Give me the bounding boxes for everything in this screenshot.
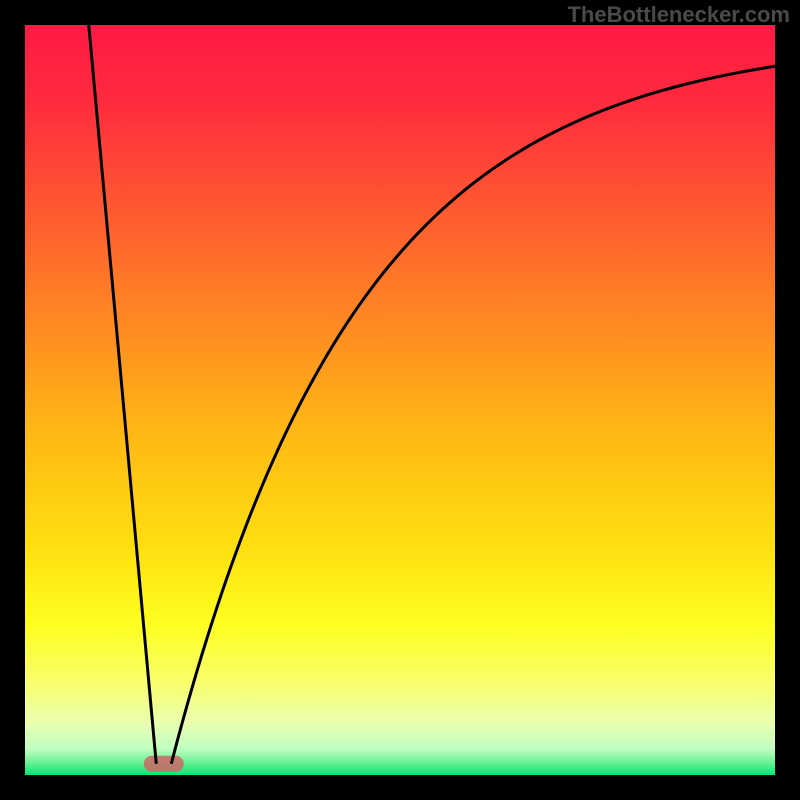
chart-container: TheBottlenecker.com xyxy=(0,0,800,800)
curves-layer xyxy=(25,25,775,775)
left-line xyxy=(89,25,157,764)
watermark-text: TheBottlenecker.com xyxy=(567,2,790,28)
optimum-marker xyxy=(144,756,184,772)
plot-area xyxy=(25,25,775,775)
asymptotic-curve xyxy=(171,66,775,764)
